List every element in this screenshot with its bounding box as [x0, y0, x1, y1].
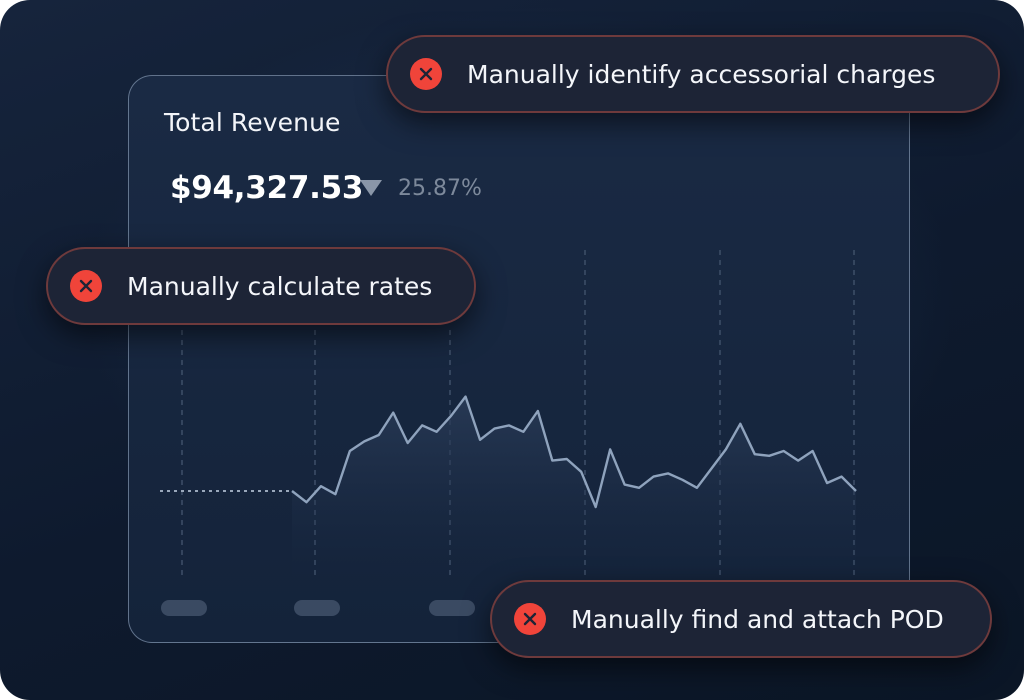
error-toast-rates: Manually calculate rates	[46, 247, 476, 325]
toast-label: Manually identify accessorial charges	[467, 59, 936, 89]
error-toast-pod: Manually find and attach POD	[490, 580, 992, 658]
triangle-down-icon	[360, 180, 382, 196]
close-circle-icon	[410, 58, 442, 90]
toast-label: Manually calculate rates	[127, 271, 433, 301]
close-circle-icon	[514, 603, 546, 635]
chart-series-line	[291, 395, 857, 509]
chart-area-fill	[292, 396, 856, 578]
error-toast-accessorial: Manually identify accessorial charges	[386, 35, 1000, 113]
x-axis-placeholder-label	[161, 600, 207, 616]
revenue-amount: $94,327.53	[170, 170, 364, 206]
card-title: Total Revenue	[164, 108, 341, 137]
change-percent: 25.87%	[398, 176, 482, 201]
x-axis-placeholder-label	[294, 600, 340, 616]
close-circle-icon	[70, 270, 102, 302]
x-axis-placeholder-label	[429, 600, 475, 616]
toast-label: Manually find and attach POD	[571, 604, 944, 634]
